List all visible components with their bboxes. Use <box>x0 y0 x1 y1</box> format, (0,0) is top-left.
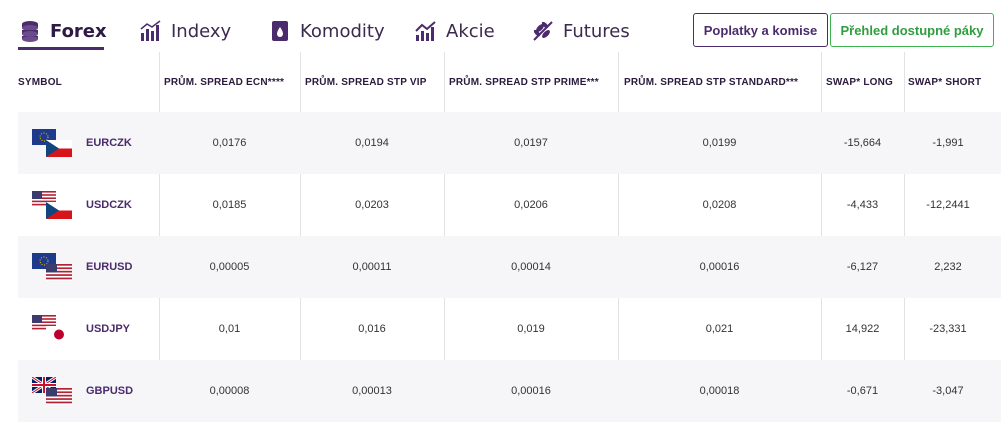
swap-short-value: 2,232 <box>934 261 962 273</box>
header-symbol: SYMBOL <box>18 76 62 88</box>
vip-value: 0,0194 <box>355 137 389 149</box>
prime-value: 0,00014 <box>511 261 551 273</box>
ecn-value: 0,0185 <box>212 199 247 211</box>
table-row[interactable]: EURUSD 0,00005 0,00011 0,00014 0,00016 -… <box>18 236 1001 298</box>
header-vip: PRŮM. SPREAD STP VIP <box>305 76 427 88</box>
oil-barrel-icon <box>272 21 288 41</box>
swap-long-value: 14,922 <box>845 323 880 335</box>
coins-icon <box>22 21 38 42</box>
swap-long-value: -15,664 <box>843 137 882 149</box>
table-row[interactable]: EURCZK 0,0176 0,0194 0,0197 0,0199 -15,6… <box>18 112 1001 174</box>
cz-flag-icon <box>46 202 72 219</box>
header-swap-long: SWAP* LONG <box>826 76 894 88</box>
standard-value: 0,0208 <box>702 199 737 211</box>
prime-value: 0,019 <box>517 323 545 335</box>
symbol-code: USDCZK <box>86 199 132 211</box>
prime-value: 0,0197 <box>514 137 548 149</box>
tab-forex[interactable]: Forex <box>18 14 107 48</box>
symbol-code: EURUSD <box>86 261 133 273</box>
flag-pair-icon <box>32 129 72 157</box>
swap-short-value: -1,991 <box>932 137 964 149</box>
table-row[interactable]: USDJPY 0,01 0,016 0,019 0,021 14,922 -23… <box>18 298 1001 360</box>
ecn-value: 0,00005 <box>209 261 250 273</box>
tab-label: Akcie <box>446 20 495 42</box>
swap-long-value: -4,433 <box>846 199 879 211</box>
symbol-cell: EURCZK <box>18 112 158 174</box>
tab-indexy[interactable]: Indexy <box>139 14 231 48</box>
us-flag-icon <box>46 264 72 281</box>
cz-flag-icon <box>46 140 72 157</box>
header-swap-short: SWAP* SHORT <box>908 76 982 88</box>
fees-button[interactable]: Poplatky a komise <box>693 13 828 47</box>
standard-value: 0,00018 <box>699 385 740 397</box>
vip-value: 0,016 <box>358 323 386 335</box>
tab-komodity[interactable]: Komodity <box>268 14 385 48</box>
symbol-cell: EURUSD <box>18 236 158 298</box>
prime-value: 0,00016 <box>511 385 551 397</box>
standard-value: 0,00016 <box>699 261 740 273</box>
table-header: SYMBOL PRŮM. SPREAD ECN**** PRŮM. SPREAD… <box>18 52 1001 112</box>
bar-chart-icon <box>140 20 161 41</box>
standard-value: 0,021 <box>705 323 734 335</box>
vip-value: 0,0203 <box>355 199 389 211</box>
tab-label: Futures <box>563 20 630 42</box>
jp-flag-icon <box>46 326 72 343</box>
table-row[interactable]: USDCZK 0,0185 0,0203 0,0206 0,0208 -4,43… <box>18 174 1001 236</box>
symbol-cell: GBPUSD <box>18 360 158 422</box>
tab-label: Indexy <box>171 20 232 42</box>
tab-label: Forex <box>50 20 107 42</box>
table-row[interactable]: GBPUSD 0,00008 0,00013 0,00016 0,00018 -… <box>18 360 1001 422</box>
swap-long-value: -0,671 <box>846 385 879 397</box>
leverage-button[interactable]: Přehled dostupné páky <box>830 13 994 47</box>
header-ecn: PRŮM. SPREAD ECN**** <box>164 76 285 88</box>
flag-pair-icon <box>32 315 72 343</box>
vip-value: 0,00011 <box>352 261 392 273</box>
flag-pair-icon <box>32 377 72 405</box>
swap-short-value: -3,047 <box>932 385 964 397</box>
ecn-value: 0,00008 <box>209 385 250 397</box>
swap-short-value: -23,331 <box>929 323 967 335</box>
standard-value: 0,0199 <box>702 137 737 149</box>
header-standard: PRŮM. SPREAD STP STANDARD*** <box>624 76 799 88</box>
tab-akcie[interactable]: Akcie <box>414 14 495 48</box>
active-tab-indicator <box>18 47 104 50</box>
ecn-value: 0,0176 <box>212 137 247 149</box>
trend-chart-icon <box>415 21 436 41</box>
symbol-code: USDJPY <box>86 323 131 335</box>
swap-short-value: -12,2441 <box>926 199 970 211</box>
category-tabs: Forex Indexy Komodity Akcie F <box>0 0 1001 52</box>
vip-value: 0,00013 <box>352 385 392 397</box>
ecn-value: 0,01 <box>218 323 241 335</box>
swap-long-value: -6,127 <box>846 261 879 273</box>
symbol-code: GBPUSD <box>86 385 134 397</box>
wheat-icon <box>533 21 553 41</box>
us-flag-icon <box>46 388 72 405</box>
symbol-code: EURCZK <box>86 137 132 149</box>
prime-value: 0,0206 <box>514 199 548 211</box>
tab-label: Komodity <box>300 20 385 42</box>
flag-pair-icon <box>32 253 72 281</box>
symbol-cell: USDCZK <box>18 174 158 236</box>
flag-pair-icon <box>32 191 72 219</box>
tab-futures[interactable]: Futures <box>531 14 630 48</box>
symbol-cell: USDJPY <box>18 298 158 360</box>
header-prime: PRŮM. SPREAD STP PRIME*** <box>449 76 599 88</box>
